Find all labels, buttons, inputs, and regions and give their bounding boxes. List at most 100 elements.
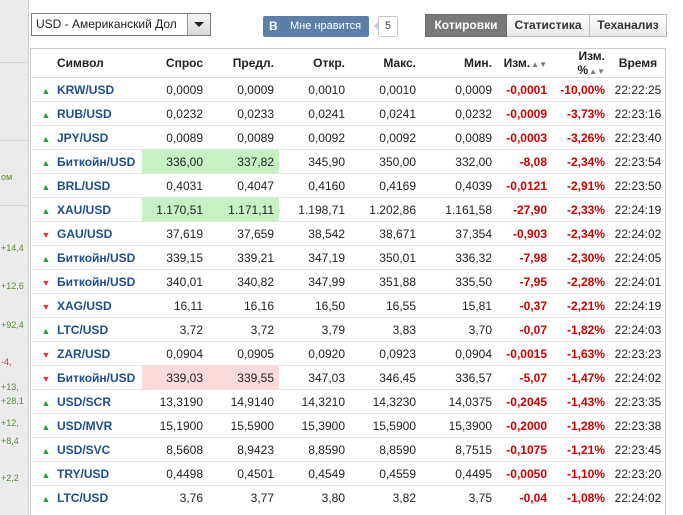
symbol-link[interactable]: LTC/USD [57,490,109,505]
change-percent-cell: -1,82% [552,317,610,342]
high-cell: 0,0010 [350,77,421,102]
high-cell: 38,671 [350,221,421,246]
change-cell: -0,2000 [497,413,552,438]
change-cell: -0,1075 [497,437,552,462]
table-row: ▲ Биткойн/USD 339,15 339,21 347,19 350,01 336,… [30,245,666,270]
background-fragment-text: ом [1,172,13,182]
tab-tech-analysis[interactable]: Теханализ [590,14,667,37]
low-cell: 1.161,58 [421,197,497,222]
symbol-cell: ▼ Биткойн/USD [30,269,142,294]
low-cell: 335,50 [421,269,497,294]
column-header-low[interactable]: Мин. [421,48,497,78]
symbol-cell: ▲ USD/MVR [30,413,142,438]
change-percent-cell: -1,21% [552,437,610,462]
tab-quotes[interactable]: Котировки [425,14,507,37]
time-cell: 22:23:50 [610,173,666,198]
column-header-change-percent[interactable]: Изм. %▲▼ [552,48,610,78]
bid-cell: 3,72 [142,317,208,342]
low-cell: 0,0904 [421,341,497,366]
low-cell: 332,00 [421,149,497,174]
open-cell: 1.198,71 [279,197,350,222]
ask-cell: 3,72 [208,317,279,342]
symbol-link[interactable]: GAU/USD [57,226,113,241]
high-cell: 0,4559 [350,461,421,486]
arrow-up-icon: ▲ [41,325,51,336]
column-header-ask[interactable]: Предл. [208,48,279,78]
symbol-link[interactable]: LTC/USD [57,322,109,337]
symbol-link[interactable]: JPY/USD [57,130,109,145]
column-header-high[interactable]: Макс. [350,48,421,78]
low-cell: 8,7515 [421,437,497,462]
bid-cell: 339,15 [142,245,208,270]
symbol-link[interactable]: USD/SVC [57,442,111,457]
change-cell: -0,903 [497,221,552,246]
symbol-link[interactable]: USD/MVR [57,418,113,433]
high-cell: 0,0241 [350,101,421,126]
symbol-link[interactable]: XAU/USD [57,202,112,217]
symbol-link[interactable]: Биткойн/USD [57,274,136,289]
symbol-link[interactable]: Биткойн/USD [57,154,136,169]
symbol-link[interactable]: USD/SCR [57,394,112,409]
table-row: ▲ RUB/USD 0,0232 0,0233 0,0241 0,0241 0,0232 -0… [30,101,666,126]
symbol-link[interactable]: Биткойн/USD [57,250,136,265]
column-header-change[interactable]: Изм.▲▼ [497,48,552,78]
change-cell: -0,0121 [497,173,552,198]
symbol-cell: ▲ XAU/USD [30,197,142,222]
low-cell: 15,3900 [421,413,497,438]
column-header-time[interactable]: Время [610,48,666,78]
time-cell: 22:24:02 [610,365,666,390]
arrow-up-icon: ▲ [41,205,51,216]
arrow-up-icon: ▲ [41,493,51,504]
currency-select[interactable]: USD - Американский Дол [31,13,211,36]
low-cell: 0,0232 [421,101,497,126]
time-cell: 22:24:19 [610,197,666,222]
column-header-change-percent-label: Изм. % [577,48,605,77]
tab-statistics[interactable]: Статистика [507,14,590,37]
table-row: ▼ ZAR/USD 0,0904 0,0905 0,0920 0,0923 0,0904 -0… [30,341,666,366]
change-cell: -27,90 [497,197,552,222]
symbol-link[interactable]: RUB/USD [57,106,112,121]
table-row: ▲ KRW/USD 0,0009 0,0009 0,0010 0,0010 0,0009 -0… [30,77,666,102]
symbol-link[interactable]: XAG/USD [57,298,112,313]
low-cell: 15,81 [421,293,497,318]
arrow-up-icon: ▲ [41,109,51,120]
column-header-symbol[interactable]: Символ [30,48,142,78]
change-cell: -0,2045 [497,389,552,414]
ask-cell: 339,21 [208,245,279,270]
open-cell: 3,79 [279,317,350,342]
arrow-down-icon: ▼ [41,301,51,312]
symbol-link[interactable]: Биткойн/USD [57,370,136,385]
change-percent-cell: -1,10% [552,461,610,486]
symbol-cell: ▲ USD/SCR [30,389,142,414]
change-cell: -0,0009 [497,101,552,126]
bid-cell: 16,11 [142,293,208,318]
column-header-open[interactable]: Откр. [279,48,350,78]
symbol-link[interactable]: ZAR/USD [57,346,111,361]
column-header-bid[interactable]: Спрос [142,48,208,78]
arrow-down-icon: ▼ [41,229,51,240]
ask-cell: 339,55 [208,365,279,390]
change-percent-cell: -3,26% [552,125,610,150]
symbol-link[interactable]: KRW/USD [57,82,115,97]
time-cell: 22:23:40 [610,125,666,150]
symbol-cell: ▼ Биткойн/USD [30,365,142,390]
vk-like-button[interactable]: B Мне нравится [263,16,369,37]
symbol-cell: ▲ USD/SVC [30,437,142,462]
high-cell: 0,0923 [350,341,421,366]
chevron-down-icon[interactable] [187,14,210,35]
symbol-cell: ▲ LTC/USD [30,486,142,510]
arrow-up-icon: ▲ [41,445,51,456]
symbol-cell: ▲ Биткойн/USD [30,149,142,174]
change-percent-cell: -1,63% [552,341,610,366]
bid-cell: 339,03 [142,365,208,390]
open-cell: 345,90 [279,149,350,174]
symbol-link[interactable]: BRL/USD [57,178,111,193]
arrow-up-icon: ▲ [41,397,51,408]
change-percent-cell: -2,30% [552,245,610,270]
time-cell: 22:23:35 [610,389,666,414]
change-cell: -0,0003 [497,125,552,150]
table-row: ▼ Биткойн/USD 339,03 339,55 347,03 346,45 336,… [30,365,666,390]
symbol-cell: ▼ XAG/USD [30,293,142,318]
symbol-link[interactable]: TRY/USD [57,466,110,481]
bid-cell: 0,0232 [142,101,208,126]
